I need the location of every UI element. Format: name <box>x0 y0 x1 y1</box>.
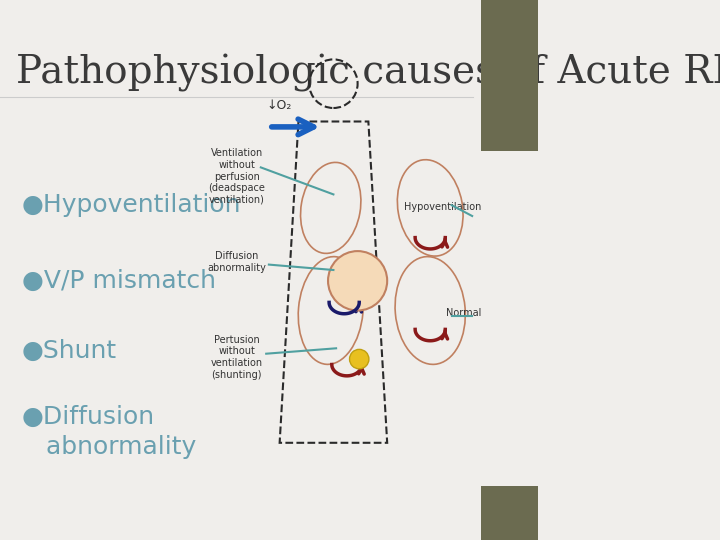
Text: Hypoventilation: Hypoventilation <box>404 202 481 213</box>
Text: Normal: Normal <box>446 308 481 318</box>
Text: ●V/P mismatch: ●V/P mismatch <box>22 269 215 293</box>
Text: Pertusion
without
ventilation
(shunting): Pertusion without ventilation (shunting) <box>210 335 263 380</box>
Text: Pathophysiologic causes of Acute RF: Pathophysiologic causes of Acute RF <box>16 54 720 92</box>
Text: ●Hypoventilation: ●Hypoventilation <box>22 193 241 217</box>
Text: ●Shunt: ●Shunt <box>22 339 117 363</box>
Text: ↓O₂: ↓O₂ <box>266 99 292 112</box>
FancyBboxPatch shape <box>481 486 538 540</box>
Circle shape <box>328 251 387 310</box>
Circle shape <box>349 349 369 369</box>
Text: Diffusion
abnormality: Diffusion abnormality <box>207 251 266 273</box>
Text: ●Diffusion
   abnormality: ●Diffusion abnormality <box>22 405 196 459</box>
FancyBboxPatch shape <box>481 0 538 151</box>
Text: Ventilation
without
perfusion
(deadspace
ventilation): Ventilation without perfusion (deadspace… <box>208 148 265 205</box>
